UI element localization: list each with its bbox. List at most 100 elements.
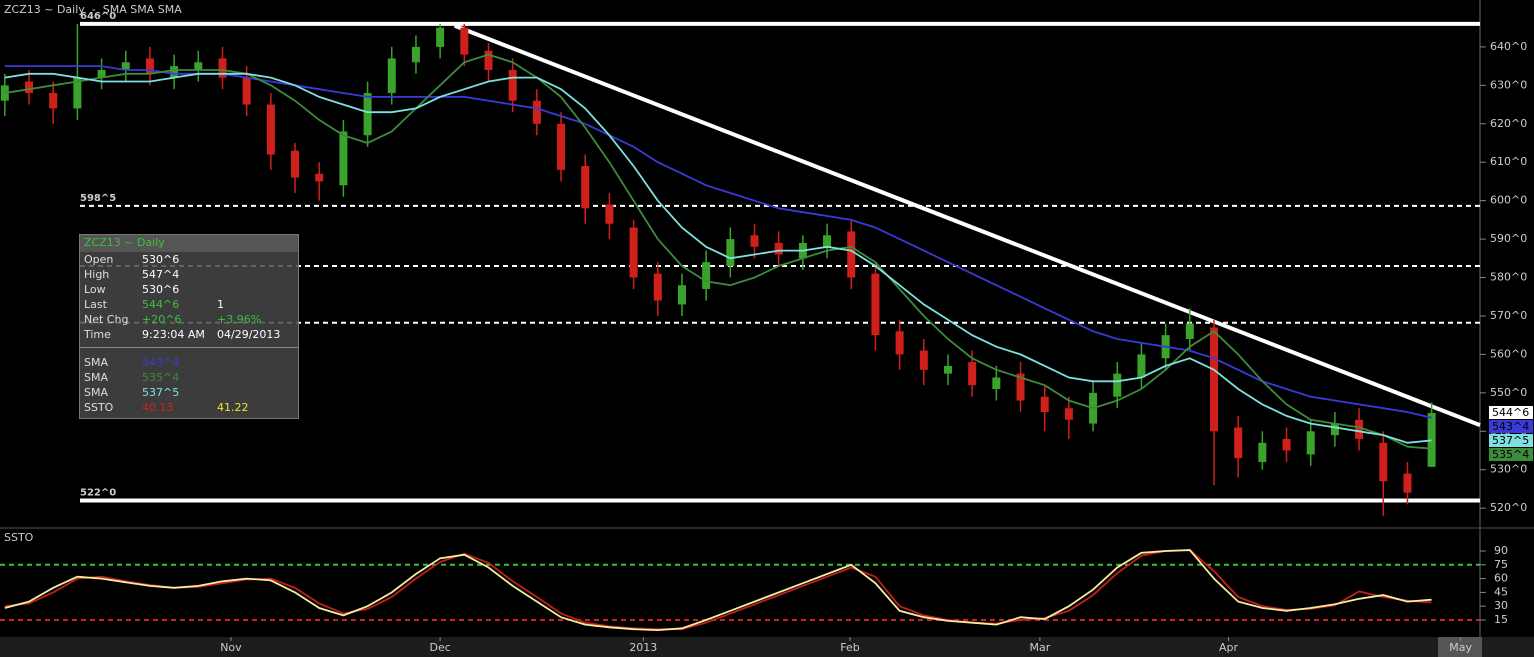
- candle-body: [242, 77, 251, 105]
- candle-body: [73, 77, 82, 109]
- candle-body: [339, 131, 348, 186]
- info-label: High: [84, 268, 110, 281]
- indicator-line: [4, 549, 1432, 632]
- candle-body: [1306, 431, 1315, 455]
- level-label: 646^0: [80, 11, 116, 22]
- candle-body: [774, 242, 783, 255]
- candle-body: [387, 58, 396, 94]
- candle-body: [919, 350, 928, 370]
- candle-body: [218, 58, 227, 78]
- candle-body: [702, 262, 711, 290]
- price-tag: [1489, 448, 1533, 462]
- trendline: [453, 23, 1481, 428]
- info-title: ZCZ13 ~ Daily: [80, 235, 298, 252]
- candle-body: [677, 285, 686, 305]
- candle-body: [460, 27, 469, 55]
- info-label: SMA: [84, 356, 108, 369]
- indicator-line: [4, 65, 1432, 419]
- candle-body: [1016, 373, 1025, 401]
- candle-body: [653, 273, 662, 301]
- y-tick-label: 15: [1494, 613, 1508, 626]
- y-tick-label: 570^0: [1490, 309, 1527, 322]
- price-tag: [1489, 420, 1533, 434]
- y-tick-label: 520^0: [1490, 501, 1527, 514]
- info-label: Last: [84, 298, 107, 311]
- info-label: Time: [84, 328, 111, 341]
- candle-body: [605, 204, 614, 224]
- y-tick-label: 75: [1494, 558, 1508, 571]
- y-tick-label: 600^0: [1490, 194, 1527, 207]
- info-value: 543^4: [142, 356, 180, 369]
- info-value: +20^6: [142, 313, 182, 326]
- candle-body: [97, 69, 106, 78]
- candle-body: [992, 377, 1001, 390]
- candle-body: [1330, 423, 1339, 436]
- info-label: SSTO: [84, 401, 114, 414]
- y-tick-label: 30: [1494, 599, 1508, 612]
- info-separator: [80, 347, 298, 348]
- candle-body: [25, 81, 34, 94]
- info-value: 537^5: [142, 386, 180, 399]
- x-tick-label: Mar: [1029, 641, 1050, 654]
- x-tick-label: 2013: [629, 641, 657, 654]
- info-value: 41.22: [217, 401, 249, 414]
- candle-body: [557, 123, 566, 170]
- candle-body: [484, 50, 493, 70]
- y-tick-label: 530^0: [1490, 463, 1527, 476]
- y-tick-label: 90: [1494, 544, 1508, 557]
- info-value: +3.96%: [217, 313, 262, 326]
- x-tick-label: Nov: [220, 641, 242, 654]
- candle-body: [121, 62, 130, 70]
- indicator-line: [4, 549, 1432, 631]
- candle-body: [315, 173, 324, 182]
- y-tick-label: 560^0: [1490, 347, 1527, 360]
- candle-body: [943, 365, 952, 374]
- y-tick-label: 550^0: [1490, 386, 1527, 399]
- level-label: 522^0: [80, 487, 116, 498]
- price-tag-label: 537^5: [1492, 434, 1529, 447]
- candle-body: [1234, 427, 1243, 459]
- price-tag-label: 543^4: [1492, 420, 1529, 433]
- info-value: 40.13: [142, 401, 174, 414]
- info-value: 1: [217, 298, 224, 311]
- info-label: SMA: [84, 386, 108, 399]
- candle-body: [1282, 438, 1291, 451]
- y-tick-label: 580^0: [1490, 271, 1527, 284]
- indicator-line: [4, 72, 1432, 444]
- level-label: 598^5: [80, 193, 116, 204]
- x-tick-label: Apr: [1219, 641, 1239, 654]
- candle-body: [508, 69, 517, 101]
- y-tick-label: 590^0: [1490, 232, 1527, 245]
- info-label: SMA: [84, 371, 108, 384]
- info-value: 530^6: [142, 283, 180, 296]
- candle-body: [1137, 354, 1146, 378]
- info-panel: ZCZ13 ~ Daily Open 530^6 High 547^4 Low 530^6…: [79, 234, 299, 419]
- candle-body: [1258, 442, 1267, 463]
- y-tick-label: 620^0: [1490, 117, 1527, 130]
- price-tag: [1489, 406, 1533, 420]
- candle-body: [49, 93, 58, 109]
- date-cursor-box: [1438, 637, 1482, 657]
- candle-body: [1209, 327, 1218, 432]
- y-tick-label: 60: [1494, 572, 1508, 585]
- chart-title: ZCZ13 ~ Daily - SMA SMA SMA: [4, 3, 182, 16]
- date-strip: [0, 637, 1534, 657]
- x-tick-label: Dec: [429, 641, 450, 654]
- candle-body: [750, 235, 759, 247]
- candle-body: [266, 104, 275, 155]
- x-tick-label: May: [1449, 641, 1472, 654]
- candle-body: [968, 362, 977, 386]
- info-label: Open: [84, 253, 114, 266]
- info-value: 04/29/2013: [217, 328, 281, 341]
- candle-body: [1040, 396, 1049, 413]
- candle-body: [629, 227, 638, 278]
- y-tick-label: 630^0: [1490, 78, 1527, 91]
- price-tag-label: 544^6: [1492, 406, 1529, 419]
- info-value: 547^4: [142, 268, 180, 281]
- panel-title: SSTO: [4, 531, 34, 544]
- candle-body: [194, 62, 203, 70]
- price-tag: [1489, 434, 1533, 448]
- candle-body: [1355, 419, 1364, 439]
